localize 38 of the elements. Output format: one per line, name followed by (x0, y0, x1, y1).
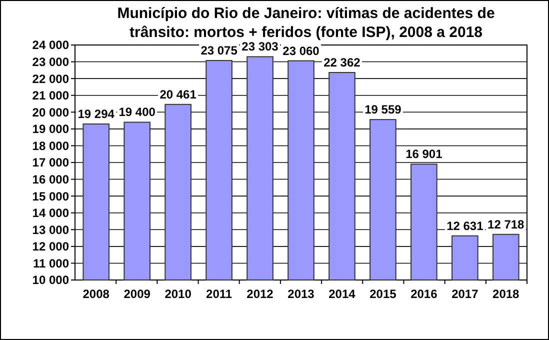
x-tick-label: 2011 (206, 287, 232, 301)
x-tick-label: 2010 (164, 287, 192, 301)
data-label: 16 901 (406, 147, 443, 162)
data-label: 19 400 (118, 105, 156, 120)
y-tick-label: 14 000 (32, 206, 70, 220)
y-tick-label: 10 000 (32, 273, 70, 288)
y-tick-label: 20 000 (32, 105, 70, 120)
x-tick-label: 2016 (410, 287, 438, 301)
x-tick-label: 2013 (288, 287, 315, 301)
x-tick-label: 2015 (370, 287, 397, 301)
x-tick-label: 2008 (82, 287, 110, 301)
chart-title: Município do Rio de Janeiro: vítimas de acidentes de trânsito: mortos + feridos (fonte ISP), 2008 a 2018 (117, 5, 495, 41)
x-tick-label: 2017 (452, 287, 479, 301)
y-tick-label: 24 000 (32, 38, 70, 52)
y-tick-label: 16 000 (32, 172, 70, 186)
y-tick-label: 23 000 (32, 54, 70, 69)
y-tick-label: 15 000 (32, 189, 70, 204)
y-tick-label: 11 000 (32, 256, 70, 270)
data-label: 23 060 (282, 44, 320, 58)
data-label: 19 294 (78, 106, 115, 121)
data-label: 19 559 (364, 102, 402, 117)
y-tick-label: 19 000 (32, 122, 70, 136)
x-tick-label: 2012 (246, 287, 274, 301)
data-label: 20 461 (160, 87, 197, 102)
x-tick-label: 2018 (492, 287, 520, 301)
y-tick-label: 13 000 (32, 222, 70, 237)
data-label: 23 303 (242, 40, 279, 54)
data-label: 12 718 (488, 217, 525, 232)
x-tick-label: 2009 (124, 287, 151, 301)
x-tick-label: 2014 (328, 287, 356, 301)
y-tick-label: 22 000 (32, 72, 70, 86)
data-label: 23 075 (200, 44, 238, 58)
y-tick-label: 17 000 (32, 156, 70, 170)
y-tick-label: 18 000 (32, 138, 70, 153)
y-tick-label: 12 000 (32, 240, 70, 254)
data-label: 22 362 (324, 55, 361, 70)
y-tick-label: 21 000 (32, 88, 70, 103)
data-label: 12 631 (446, 218, 484, 233)
